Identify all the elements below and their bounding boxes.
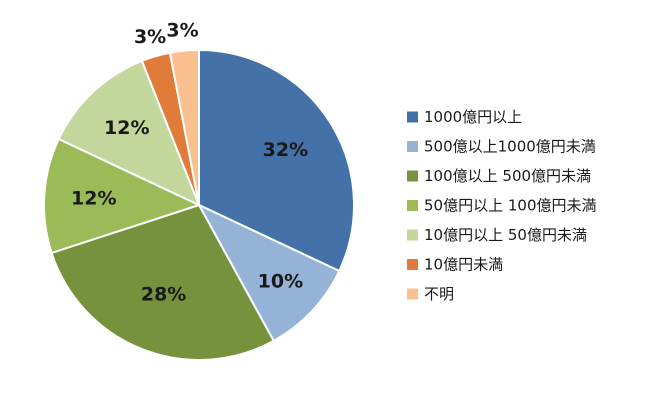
pie-slice-1 xyxy=(198,48,355,273)
pie-slices xyxy=(43,48,355,361)
legend-label-7: 不明 xyxy=(424,285,454,303)
slice-label-7: 3% xyxy=(166,20,198,42)
legend-label-4: 50億円以上 100億円未満 xyxy=(424,197,597,215)
legend-label-3: 100億以上 500億円未満 xyxy=(424,167,591,185)
slice-label-6: 3% xyxy=(134,26,166,48)
legend-swatch-3 xyxy=(407,170,418,182)
legend-label-2: 500億以上1000億円未満 xyxy=(424,138,596,156)
legend-swatch-2 xyxy=(407,141,418,152)
pie-labels: 32% 10% 28% 12% 12% 3% 3% xyxy=(71,20,308,306)
legend: 1000億円以上 500億以上1000億円未満 100億以上 500億円未満 50億円… xyxy=(407,108,597,303)
legend-label-5: 10億円以上 50億円未満 xyxy=(424,226,587,244)
legend-swatch-5 xyxy=(407,229,418,241)
pie-slice-7 xyxy=(168,48,200,206)
legend-swatch-6 xyxy=(407,259,418,270)
legend-label-1: 1000億円以上 xyxy=(424,108,522,126)
pie-slice-5 xyxy=(57,59,201,207)
pie-slice-3 xyxy=(50,203,276,361)
slice-label-1: 32% xyxy=(263,139,308,161)
legend-swatch-1 xyxy=(407,111,418,123)
slice-label-4: 12% xyxy=(71,187,116,209)
legend-label-6: 10億円未満 xyxy=(424,256,503,274)
legend-swatch-4 xyxy=(407,200,418,211)
pie-slice-4 xyxy=(43,137,202,255)
slice-label-2: 10% xyxy=(258,270,303,292)
slice-label-5: 12% xyxy=(104,117,149,139)
slice-label-3: 28% xyxy=(141,283,186,305)
pie-slice-2 xyxy=(196,202,341,343)
legend-swatch-7 xyxy=(407,288,418,300)
